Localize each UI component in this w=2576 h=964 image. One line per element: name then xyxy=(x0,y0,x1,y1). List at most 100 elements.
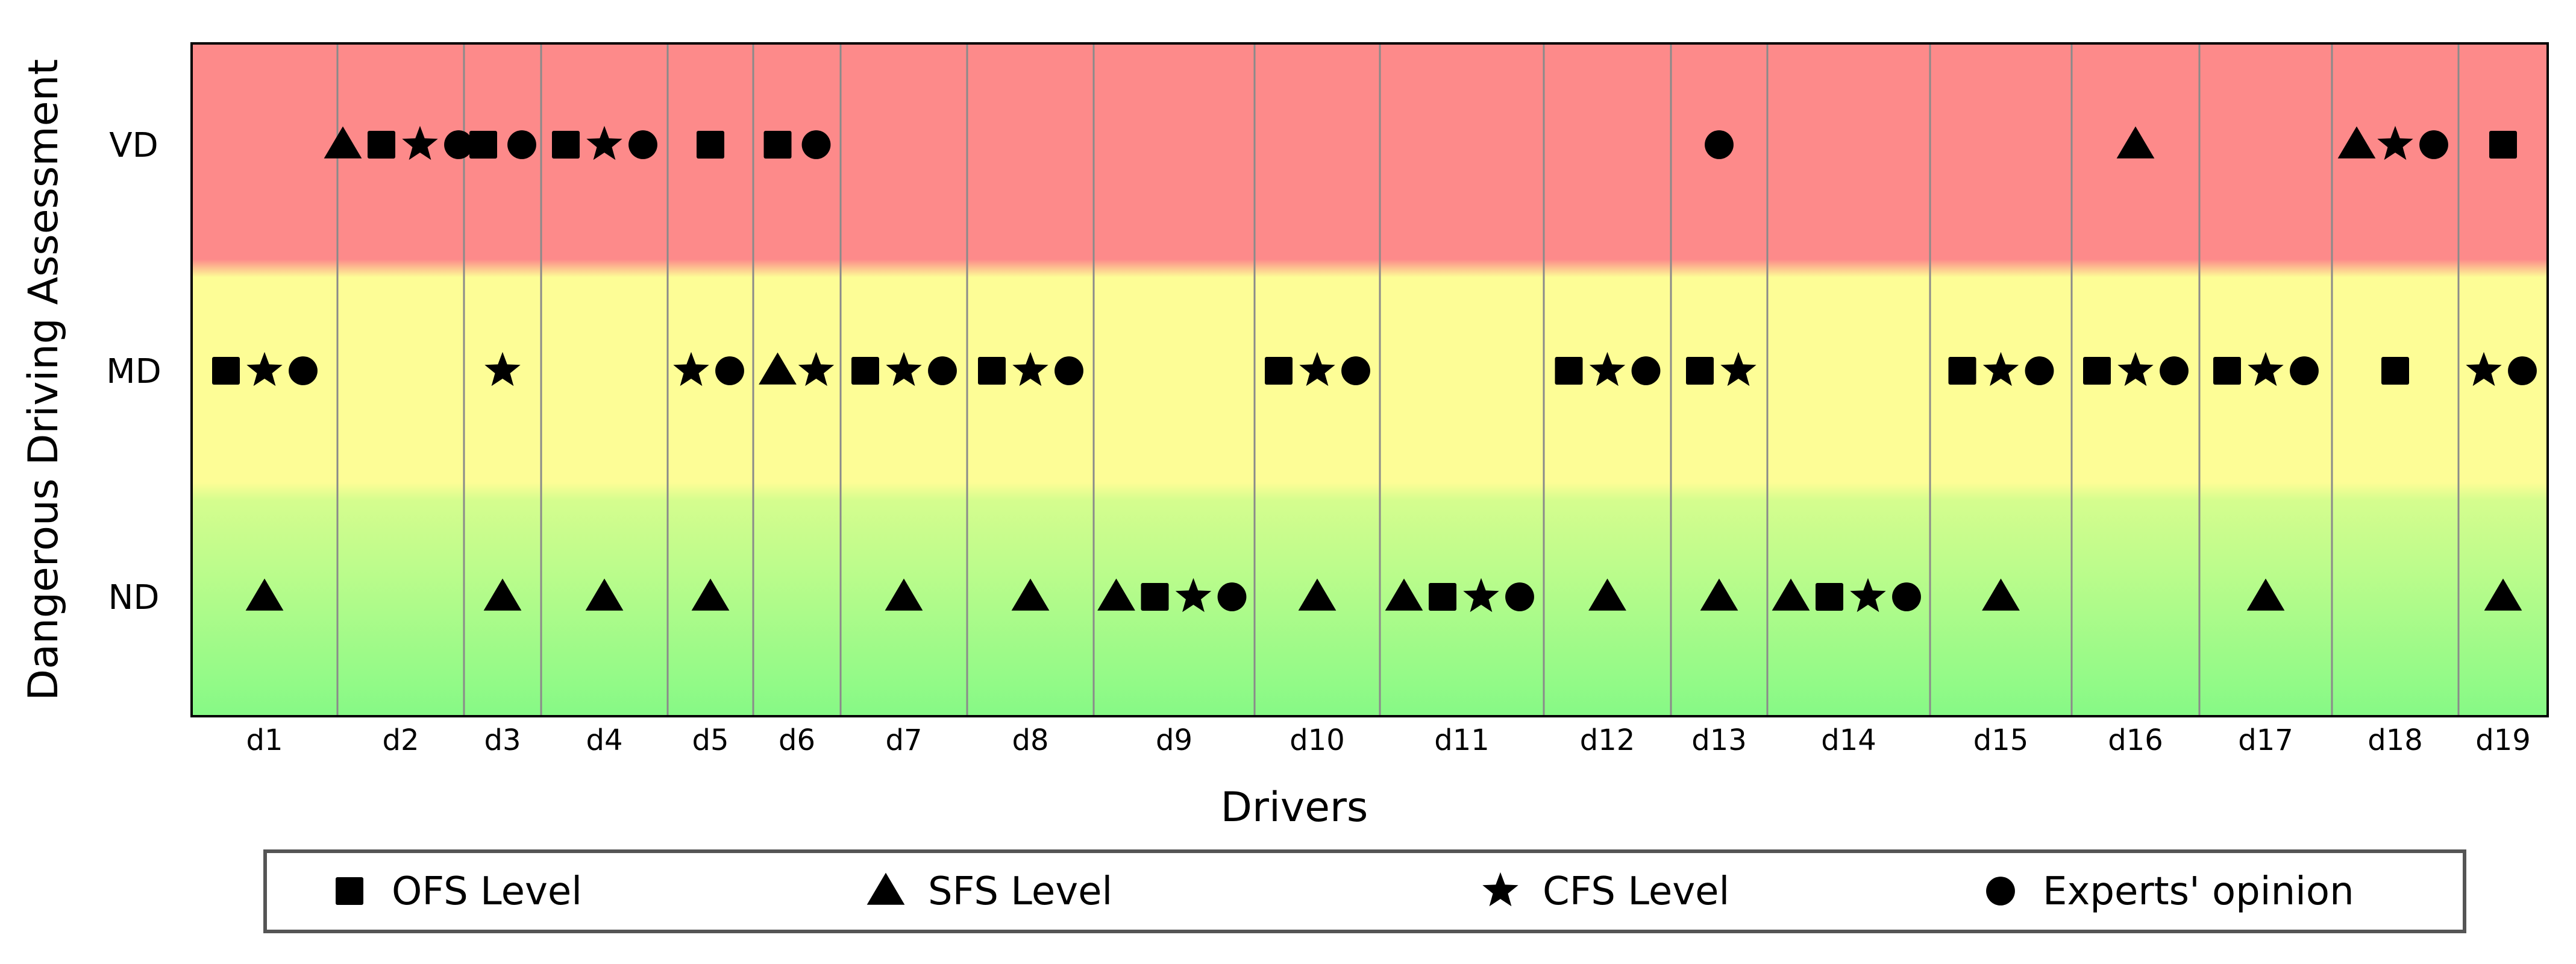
marker-square-d19 xyxy=(2489,131,2517,159)
x-tick-label: d2 xyxy=(382,723,419,757)
legend-label: OFS Level xyxy=(392,869,582,914)
marker-square-d15 xyxy=(1948,357,1976,385)
legend-marker-triangle xyxy=(867,872,905,905)
marker-star-d17 xyxy=(2248,351,2284,386)
legend-label: Experts' opinion xyxy=(2043,869,2354,914)
x-tick-label: d1 xyxy=(246,723,283,757)
band-nd xyxy=(192,500,2548,716)
marker-triangle-d12 xyxy=(1588,578,1626,611)
level-bands xyxy=(192,43,2548,716)
marker-star-d6 xyxy=(798,351,835,386)
marker-square-d2 xyxy=(368,131,395,159)
marker-triangle-d10 xyxy=(1298,578,1337,611)
marker-star-d18 xyxy=(2377,125,2413,160)
marker-star-d3 xyxy=(484,351,521,386)
marker-circle-d14 xyxy=(1892,582,1921,611)
marker-star-d11 xyxy=(1463,578,1499,613)
marker-circle-d11 xyxy=(1505,582,1534,611)
marker-triangle-d4 xyxy=(585,578,624,611)
marker-square-d12 xyxy=(1555,357,1583,385)
marker-square-d16 xyxy=(2083,357,2111,385)
marker-triangle-d8 xyxy=(1011,578,1050,611)
marker-star-d4 xyxy=(586,125,622,160)
marker-star-d12 xyxy=(1589,351,1626,386)
x-tick-label: d12 xyxy=(1580,723,1635,757)
x-tick-label: d19 xyxy=(2475,723,2531,757)
marker-circle-d3 xyxy=(507,130,536,159)
x-tick-label: d7 xyxy=(885,723,922,757)
marker-triangle-d1 xyxy=(245,578,284,611)
marker-triangle-d17 xyxy=(2246,578,2285,611)
marker-circle-d2 xyxy=(444,130,473,159)
marker-square-d17 xyxy=(2213,357,2241,385)
marker-circle-d8 xyxy=(1055,356,1083,385)
marker-star-d7 xyxy=(886,351,922,386)
band-vd-md-blend xyxy=(192,259,2548,277)
marker-circle-d4 xyxy=(628,130,657,159)
marker-star-d2 xyxy=(402,125,438,160)
marker-circle-d15 xyxy=(2025,356,2054,385)
marker-square-d1 xyxy=(212,357,240,385)
marker-star-d16 xyxy=(2117,351,2154,386)
marker-circle-d12 xyxy=(1631,356,1661,385)
marker-square-d3 xyxy=(469,131,497,159)
marker-square-d18 xyxy=(2381,357,2409,385)
marker-star-d1 xyxy=(246,351,283,386)
markers xyxy=(212,125,2537,613)
x-tick-label: d10 xyxy=(1290,723,1345,757)
y-tick-label: ND xyxy=(108,578,159,617)
marker-triangle-d9 xyxy=(1097,578,1135,611)
x-tick-label: d18 xyxy=(2368,723,2423,757)
x-tick-label: d3 xyxy=(484,723,521,757)
marker-circle-d6 xyxy=(801,130,831,159)
x-tick-label: d13 xyxy=(1691,723,1747,757)
y-tick-label: MD xyxy=(106,352,161,391)
marker-square-d4 xyxy=(552,131,580,159)
marker-triangle-d2 xyxy=(324,126,362,159)
x-tick-label: d16 xyxy=(2108,723,2163,757)
marker-star-d13 xyxy=(1720,351,1757,386)
band-vd xyxy=(192,43,2548,259)
legend-box xyxy=(263,849,2466,933)
marker-circle-d13 xyxy=(1705,130,1734,159)
x-tick-label: d5 xyxy=(692,723,729,757)
marker-triangle-d5 xyxy=(691,578,730,611)
marker-square-d10 xyxy=(1265,357,1293,385)
y-axis-title: Dangerous Driving Assessment xyxy=(20,59,67,701)
y-tick-labels: ND MD VD xyxy=(106,126,161,617)
marker-circle-d5 xyxy=(715,356,744,385)
marker-square-d8 xyxy=(978,357,1006,385)
plot-frame xyxy=(190,42,2549,717)
marker-square-d13 xyxy=(1686,357,1714,385)
marker-triangle-d16 xyxy=(2116,126,2155,159)
x-tick-label: d15 xyxy=(1973,723,2029,757)
marker-triangle-d7 xyxy=(885,578,923,611)
marker-triangle-d13 xyxy=(1700,578,1738,611)
marker-star-d5 xyxy=(673,351,709,386)
y-tick-label: VD xyxy=(109,126,158,165)
marker-circle-d17 xyxy=(2290,356,2319,385)
marker-triangle-d15 xyxy=(1982,578,2020,611)
x-tick-labels: d1 d2 d3 d4 d5 d6 d7 d8 d9 d10 d11 d12 d13 d14 d15 d16 d… xyxy=(246,723,2530,757)
legend-label: CFS Level xyxy=(1543,869,1729,914)
x-tick-label: d8 xyxy=(1012,723,1048,757)
marker-circle-d9 xyxy=(1217,582,1247,611)
legend-marker-square xyxy=(336,877,363,905)
x-axis-title: Drivers xyxy=(1221,784,1368,831)
marker-triangle-d3 xyxy=(483,578,522,611)
legend-label: SFS Level xyxy=(928,869,1112,914)
marker-circle-d10 xyxy=(1341,356,1370,385)
band-md xyxy=(192,277,2548,482)
band-md-nd-blend xyxy=(192,482,2548,500)
legend-marker-star xyxy=(1482,872,1518,907)
x-tick-label: d4 xyxy=(586,723,622,757)
marker-triangle-d6 xyxy=(759,352,797,385)
marker-square-d7 xyxy=(851,357,879,385)
marker-star-d14 xyxy=(1850,578,1886,613)
x-tick-label: d6 xyxy=(779,723,815,757)
marker-star-d8 xyxy=(1012,351,1048,386)
x-tick-label: d14 xyxy=(1821,723,1876,757)
marker-circle-d18 xyxy=(2419,130,2448,159)
marker-star-d10 xyxy=(1299,351,1335,386)
